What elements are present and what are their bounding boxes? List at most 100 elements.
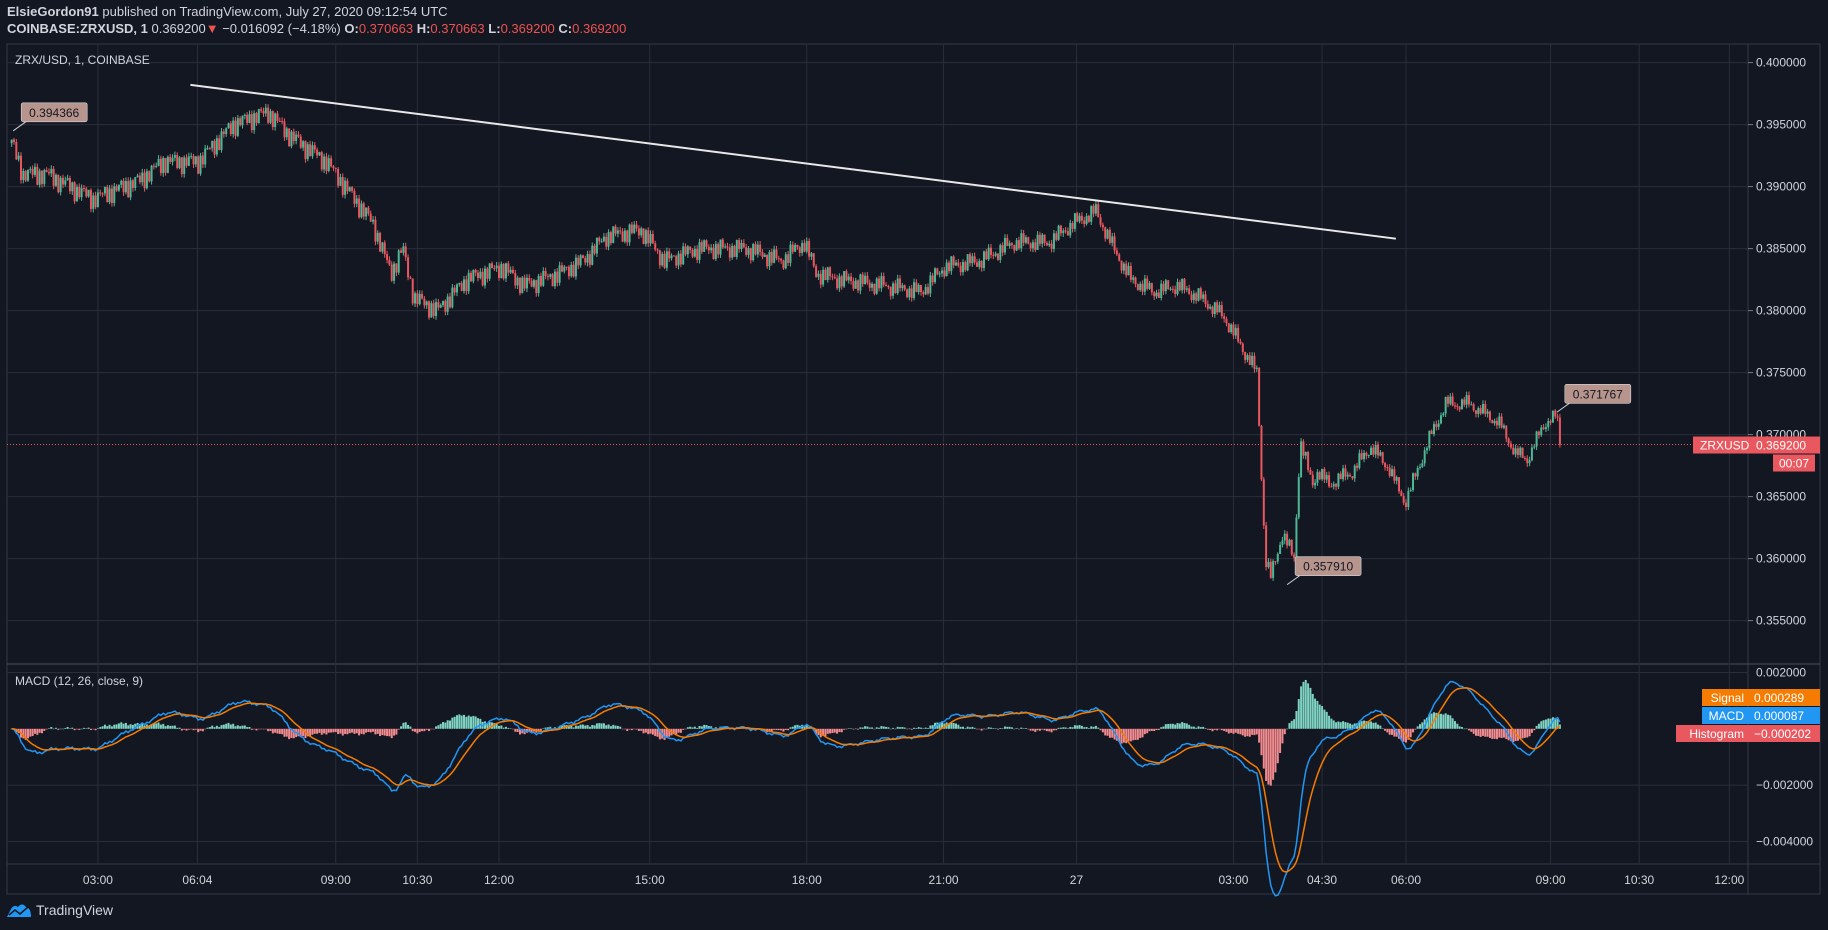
histogram-bar bbox=[1064, 727, 1067, 729]
candle-body bbox=[938, 273, 941, 275]
histogram-bar bbox=[609, 726, 612, 729]
candle-body bbox=[418, 293, 421, 305]
histogram-bar bbox=[1544, 719, 1547, 729]
histogram-bar bbox=[31, 728, 34, 737]
candle-body bbox=[323, 156, 326, 170]
candle-body bbox=[348, 187, 351, 192]
candle-body bbox=[68, 178, 71, 192]
candle-body bbox=[1342, 468, 1345, 480]
candle-body bbox=[840, 276, 843, 287]
candle-body bbox=[1069, 222, 1072, 236]
candle-body bbox=[1500, 416, 1503, 428]
histogram-bar bbox=[1178, 723, 1181, 729]
candle-body bbox=[145, 171, 148, 189]
histogram-bar bbox=[1262, 728, 1265, 769]
candle-body bbox=[759, 244, 762, 253]
price-label-box[interactable] bbox=[1564, 383, 1632, 404]
candle-body bbox=[96, 192, 99, 208]
candle-body bbox=[1020, 233, 1023, 249]
candle-body bbox=[208, 148, 211, 150]
candle-body bbox=[899, 278, 902, 289]
candle-body bbox=[1113, 236, 1116, 251]
candle-body bbox=[442, 300, 445, 306]
candle-body bbox=[591, 245, 594, 265]
signal-line bbox=[11, 687, 1561, 873]
candle-body bbox=[502, 263, 505, 279]
candle-body bbox=[1251, 355, 1254, 366]
histogram-bar bbox=[1458, 726, 1461, 729]
candle-body bbox=[1498, 416, 1501, 426]
histogram-bar bbox=[1101, 728, 1104, 733]
candle-body bbox=[432, 303, 435, 317]
candle-body bbox=[1106, 229, 1109, 239]
histogram-bar bbox=[920, 727, 923, 729]
histogram-bar bbox=[1423, 719, 1426, 729]
candle-body bbox=[220, 131, 223, 150]
histogram-bar bbox=[477, 718, 480, 729]
price-tick-label: 0.380000 bbox=[1756, 304, 1806, 318]
histogram-bar bbox=[1349, 723, 1352, 729]
price-label-box[interactable] bbox=[20, 102, 88, 123]
histogram-bar bbox=[467, 715, 470, 729]
candle-body bbox=[1377, 444, 1380, 456]
candle-body bbox=[85, 188, 88, 197]
histogram-bar bbox=[1426, 717, 1429, 729]
macd-line bbox=[11, 680, 1561, 897]
histogram-bar bbox=[607, 724, 610, 729]
candle-body bbox=[269, 111, 272, 123]
candle-body bbox=[428, 301, 431, 318]
histogram-bar bbox=[409, 726, 412, 729]
histogram-bar bbox=[236, 725, 239, 729]
candle-body bbox=[1253, 355, 1256, 369]
histogram-bar bbox=[372, 728, 375, 732]
candle-body bbox=[894, 283, 897, 294]
histogram-bar bbox=[381, 728, 384, 736]
histogram-bar bbox=[283, 728, 286, 737]
histogram-bar bbox=[234, 726, 237, 729]
histogram-bar bbox=[560, 725, 563, 729]
histogram-bar bbox=[1267, 728, 1270, 785]
candle-body bbox=[1419, 467, 1422, 469]
candle-body bbox=[957, 262, 960, 266]
candle-body bbox=[1162, 283, 1165, 292]
macd-legend-name: MACD bbox=[1709, 709, 1745, 723]
candle-body bbox=[885, 284, 888, 287]
candle-body bbox=[248, 114, 251, 123]
histogram-bar bbox=[1090, 726, 1093, 729]
histogram-bar bbox=[1500, 728, 1503, 739]
histogram-bar bbox=[176, 727, 179, 729]
candle-body bbox=[150, 165, 153, 182]
candle-body bbox=[861, 274, 864, 285]
histogram-bar bbox=[791, 726, 794, 729]
candle-body bbox=[490, 263, 493, 269]
histogram-bar bbox=[961, 726, 964, 729]
author[interactable]: ElsieGordon91 bbox=[7, 4, 99, 19]
histogram-bar bbox=[1386, 728, 1389, 733]
footer-brand[interactable]: TradingView bbox=[36, 902, 114, 918]
histogram-bar bbox=[1052, 728, 1055, 731]
histogram-bar bbox=[115, 724, 118, 729]
histogram-bar bbox=[959, 726, 962, 729]
candle-body bbox=[1085, 215, 1088, 224]
histogram-bar bbox=[994, 728, 997, 729]
price-label-box[interactable] bbox=[1294, 556, 1362, 576]
histogram-bar bbox=[260, 728, 263, 730]
candle-body bbox=[521, 277, 524, 294]
candle-body bbox=[281, 121, 284, 123]
histogram-bar bbox=[805, 724, 808, 729]
histogram-bar bbox=[1213, 728, 1216, 730]
candle-body bbox=[1395, 477, 1398, 481]
candle-body bbox=[1379, 452, 1382, 456]
candle-body bbox=[1346, 474, 1349, 477]
candle-body bbox=[934, 268, 937, 283]
trend-line[interactable] bbox=[190, 83, 1397, 240]
candle-body bbox=[1290, 539, 1293, 555]
candle-body bbox=[971, 256, 974, 264]
candle-body bbox=[605, 236, 608, 247]
histogram-bar bbox=[975, 728, 978, 730]
histogram-bar bbox=[626, 728, 629, 731]
candle-body bbox=[955, 262, 958, 266]
histogram-bar bbox=[717, 728, 720, 729]
candle-body bbox=[623, 230, 626, 242]
